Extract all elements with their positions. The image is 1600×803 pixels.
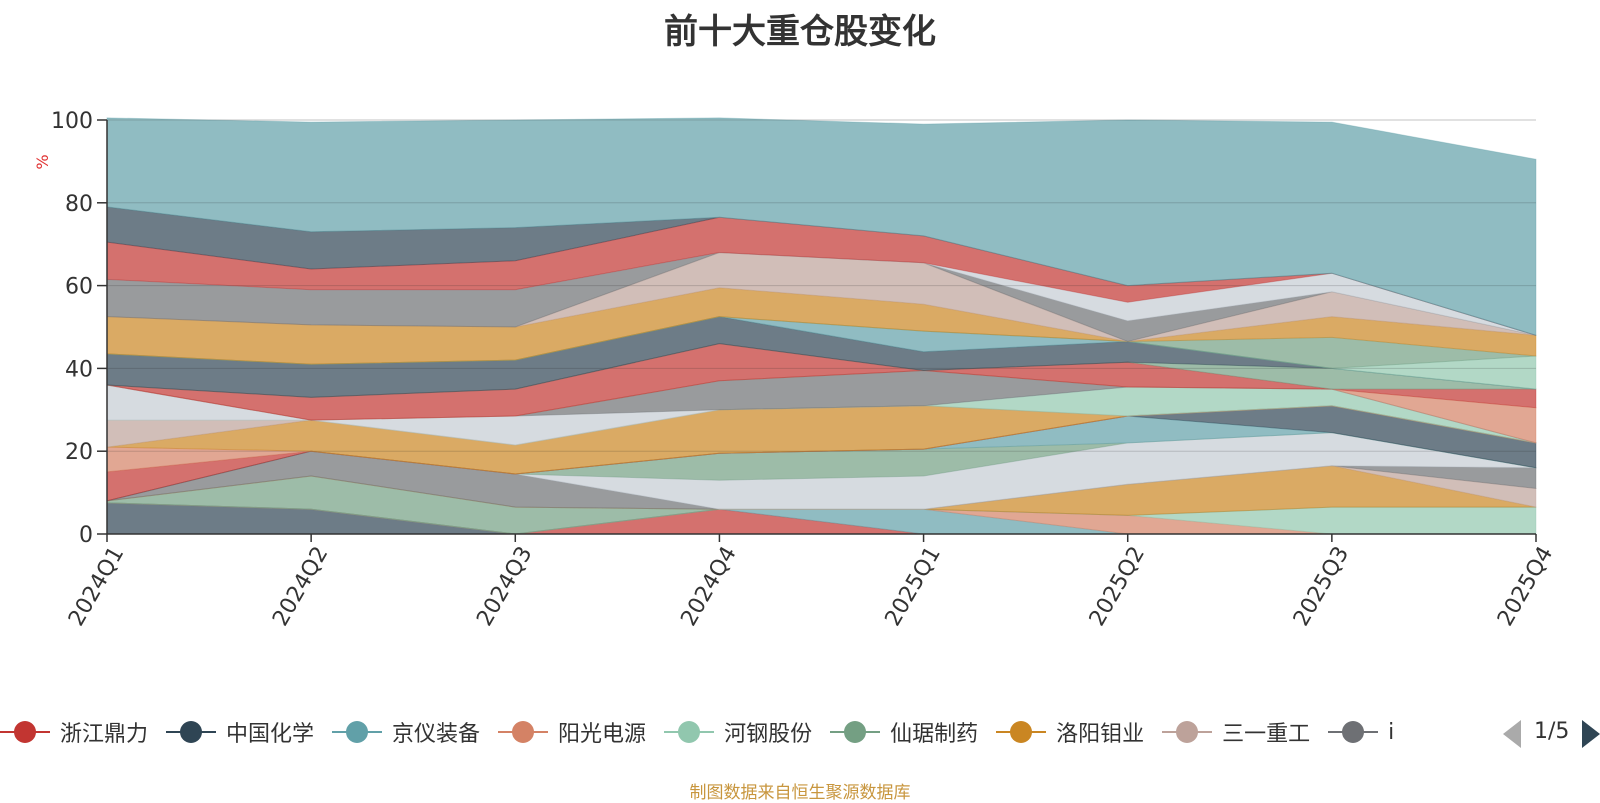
legend-label: 京仪装备 xyxy=(392,722,481,747)
legend-swatch xyxy=(498,720,549,744)
legend-item-1[interactable]: 中国化学 xyxy=(166,716,314,748)
x-tick-label: 2024Q3 xyxy=(472,542,537,630)
legend-item-5[interactable]: 仙琚制药 xyxy=(830,716,978,748)
legend-dot xyxy=(14,721,36,743)
legend-item-8[interactable]: i xyxy=(1328,720,1394,745)
legend-dot xyxy=(512,721,535,743)
y-tick-label: 0 xyxy=(79,523,93,548)
legend-label: 浙江鼎力 xyxy=(60,722,149,747)
legend-item-4[interactable]: 河钢股份 xyxy=(664,716,812,748)
legend-label: 三一重工 xyxy=(1222,722,1311,747)
legend-swatch xyxy=(166,720,217,744)
legend-item-6[interactable]: 洛阳钼业 xyxy=(996,716,1144,748)
legend-dot xyxy=(1342,721,1365,743)
x-tick-label: 2025Q4 xyxy=(1493,542,1558,630)
source-note: 制图数据来自恒生聚源数据库 xyxy=(689,783,911,803)
pager-text: 1/5 xyxy=(1534,719,1570,744)
legend-swatch xyxy=(1328,720,1379,744)
y-tick-label: 80 xyxy=(65,192,93,217)
x-tick-label: 2025Q3 xyxy=(1289,542,1354,630)
pager-prev-icon[interactable] xyxy=(1503,720,1521,748)
legend-pager: 1/5 xyxy=(1500,716,1600,752)
legend-swatch xyxy=(996,720,1047,744)
legend-label: 中国化学 xyxy=(226,722,315,747)
grid-lines-overlay xyxy=(107,119,1536,452)
area-series-33 xyxy=(106,117,1537,336)
x-tick-label: 2024Q4 xyxy=(676,542,741,630)
legend-item-7[interactable]: 三一重工 xyxy=(1162,716,1310,748)
area-series-group xyxy=(106,117,1537,535)
chart-title: 前十大重仓股变化 xyxy=(664,12,936,52)
legend-item-3[interactable]: 阳光电源 xyxy=(498,716,646,748)
y-tick-label: 20 xyxy=(65,440,93,465)
x-tick-label: 2024Q1 xyxy=(64,542,129,630)
legend-dot xyxy=(180,721,203,743)
legend-label: i xyxy=(1388,719,1395,745)
y-tick-label: 100 xyxy=(51,109,93,134)
legend-item-0[interactable]: 浙江鼎力 xyxy=(0,716,148,748)
legend-dot xyxy=(678,721,701,743)
legend-swatch xyxy=(332,720,383,744)
legend-dot xyxy=(844,721,867,743)
legend-label: 洛阳钼业 xyxy=(1056,722,1145,747)
x-tick-label: 2025Q2 xyxy=(1085,542,1150,630)
legend-label: 仙琚制药 xyxy=(890,722,979,747)
legend-label: 河钢股份 xyxy=(724,722,813,747)
legend-dot xyxy=(1176,721,1199,743)
legend-label: 阳光电源 xyxy=(558,722,647,747)
legend-swatch xyxy=(664,720,715,744)
legend-dot xyxy=(1010,721,1033,743)
legend-swatch xyxy=(830,720,881,744)
legend-item-2[interactable]: 京仪装备 xyxy=(332,716,480,748)
x-tick-label: 2024Q2 xyxy=(268,542,333,630)
y-tick-label: 60 xyxy=(65,275,93,300)
area-series-8 xyxy=(106,450,1537,510)
y-axis-unit-label: % xyxy=(33,154,52,169)
legend-dot xyxy=(346,721,369,743)
legend-swatch xyxy=(0,720,50,744)
legend: 浙江鼎力 中国化学 京仪装备 阳光电源 河钢股份 仙琚制药 洛阳钼业 三一重工 i xyxy=(0,716,1490,752)
y-tick-label: 40 xyxy=(65,357,93,382)
pager-next-icon[interactable] xyxy=(1582,720,1600,748)
x-tick-label: 2025Q1 xyxy=(881,542,946,630)
legend-swatch xyxy=(1162,720,1213,744)
